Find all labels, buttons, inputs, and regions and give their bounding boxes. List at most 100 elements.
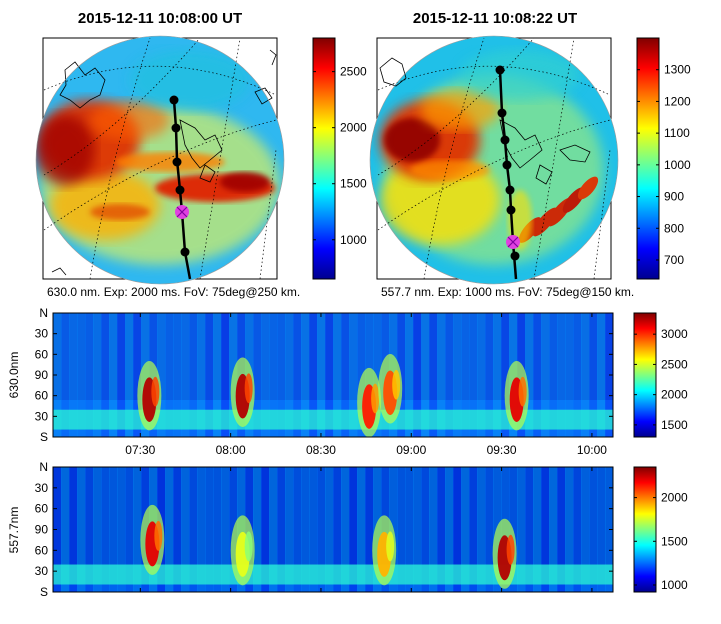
keogram-557-streak <box>541 467 550 592</box>
keogram-630-xtick-label: 09:30 <box>487 443 517 457</box>
keogram-557-arc-fold <box>386 531 395 562</box>
keogram-557-streak <box>421 467 430 592</box>
keogram-557-streak <box>333 467 342 592</box>
keogram-630-streak <box>373 313 382 437</box>
keogram-630-xtick-label: 08:30 <box>306 443 336 457</box>
keogram-630-streak <box>301 313 310 437</box>
keogram-557-ytick-label: 90 <box>35 523 49 537</box>
keogram-630-streak <box>429 313 438 437</box>
keogram-557-streak <box>85 467 94 592</box>
allsky-right-colorbar-tick-label: 1300 <box>664 63 691 77</box>
keogram-630-streak <box>557 313 566 437</box>
keogram-557-ytick-label: 30 <box>35 564 49 578</box>
allsky-left-satellite-track <box>169 95 192 280</box>
keogram-630-streak <box>349 313 358 437</box>
keogram-557-streak <box>405 467 414 592</box>
keogram-630-streak <box>93 313 102 437</box>
keogram-630-streak <box>133 313 142 437</box>
keogram-557-ylabel: 557.7nm <box>7 507 21 554</box>
allsky-right-position-marker <box>506 235 520 249</box>
keogram-630-streak <box>85 313 94 437</box>
allsky-right-colorbar: 700 800 900 1000 1100 1200 1300 <box>636 37 691 280</box>
keogram-630-streak <box>549 313 558 437</box>
keogram-630-streak <box>573 313 582 437</box>
keogram-557-streak <box>285 467 294 592</box>
keogram-630-streak <box>213 313 222 437</box>
keogram-557-streak <box>397 467 406 592</box>
keogram-630-ytick-label: 30 <box>35 327 49 341</box>
keogram-630-streak <box>285 313 294 437</box>
keogram-557-streak <box>525 467 534 592</box>
keogram-630-streak <box>437 313 446 437</box>
keogram-630-streak <box>157 313 166 437</box>
allsky-right-colorbar-tick-label: 1200 <box>664 94 691 108</box>
keogram-557-streak <box>117 467 126 592</box>
keogram-557-streak <box>77 467 86 592</box>
keogram-557-streak <box>485 467 494 592</box>
keogram-557-streak <box>437 467 446 592</box>
keogram-630-streak <box>197 313 206 437</box>
keogram-557-streak <box>469 467 478 592</box>
keogram-630-streak <box>541 313 550 437</box>
right-panel-caption: 557.7 nm. Exp: 1000 ms. FoV: 75deg@150 k… <box>381 285 635 299</box>
keogram-557-streak <box>581 467 590 592</box>
keogram-630-colorbar-tick-label: 2500 <box>661 357 688 371</box>
keogram-630-streak <box>109 313 118 437</box>
allsky-left-colorbar-tick-label: 1000 <box>340 233 367 247</box>
allsky-right-colorbar-tick-label: 800 <box>664 221 684 235</box>
keogram-630-streak <box>597 313 606 437</box>
allsky-left-position-marker <box>175 205 189 219</box>
keogram-557-streak <box>109 467 118 592</box>
keogram-557-streak <box>325 467 334 592</box>
keogram-630-streak <box>53 313 62 437</box>
keogram-630-colorbar-tick-label: 3000 <box>661 327 688 341</box>
allsky-right-fov-edge <box>369 35 619 285</box>
allsky-right-colorbar-tick-label: 1100 <box>664 126 690 140</box>
keogram-557-ytick-label: 60 <box>35 543 49 557</box>
allsky-left-fov-edge <box>35 35 285 285</box>
left-panel-caption: 630.0 nm. Exp: 2000 ms. FoV: 75deg@250 k… <box>47 285 301 299</box>
keogram-630-streak <box>117 313 126 437</box>
keogram-630-streak <box>125 313 134 437</box>
allsky-left-coastlines <box>51 49 277 276</box>
keogram-557-arc-fold <box>506 534 515 565</box>
keogram-630-streak <box>101 313 110 437</box>
keogram-557-panel: N 30 60 90 60 30 S <box>35 460 614 599</box>
keogram-630-xtick-label: 10:00 <box>577 443 607 457</box>
keogram-557-streak <box>557 467 566 592</box>
keogram-630-colorbar-tick-label: 1500 <box>661 418 688 432</box>
keogram-557-streak <box>445 467 454 592</box>
keogram-557-streak <box>101 467 110 592</box>
keogram-630-streak <box>277 313 286 437</box>
keogram-557-streak <box>261 467 270 592</box>
keogram-557-streak <box>53 467 62 592</box>
keogram-630-streak <box>453 313 462 437</box>
keogram-630-streak <box>317 313 326 437</box>
keogram-557-streak <box>429 467 438 592</box>
keogram-630-streak <box>445 313 454 437</box>
keogram-557-streak <box>165 467 174 592</box>
keogram-557-ytick-label: 30 <box>35 481 49 495</box>
keogram-630-ytick-label: N <box>39 306 48 320</box>
keogram-630-streak <box>589 313 598 437</box>
keogram-557-streak <box>349 467 358 592</box>
keogram-630-colorbar: 1500 2000 2500 3000 <box>633 312 688 438</box>
keogram-557-arc-fold <box>244 531 253 562</box>
keogram-630-streak <box>309 313 318 437</box>
keogram-557-streak <box>517 467 526 592</box>
keogram-630-streak <box>181 313 190 437</box>
keogram-557-streak <box>365 467 374 592</box>
keogram-630-ytick-label: 90 <box>35 368 49 382</box>
allsky-right-gridlines <box>377 37 611 280</box>
keogram-630-ytick-label: 30 <box>35 409 49 423</box>
keogram-557-streak <box>293 467 302 592</box>
keogram-630-ytick-label: 60 <box>35 389 49 403</box>
keogram-630-streak <box>581 313 590 437</box>
keogram-630-streak <box>189 313 198 437</box>
keogram-557-streak <box>357 467 366 592</box>
keogram-630-streak <box>261 313 270 437</box>
keogram-630-arc-fold <box>151 376 160 407</box>
keogram-557-streak <box>597 467 606 592</box>
allsky-right-image <box>370 36 618 284</box>
keogram-557-colorbar: 1000 1500 2000 <box>633 466 688 593</box>
